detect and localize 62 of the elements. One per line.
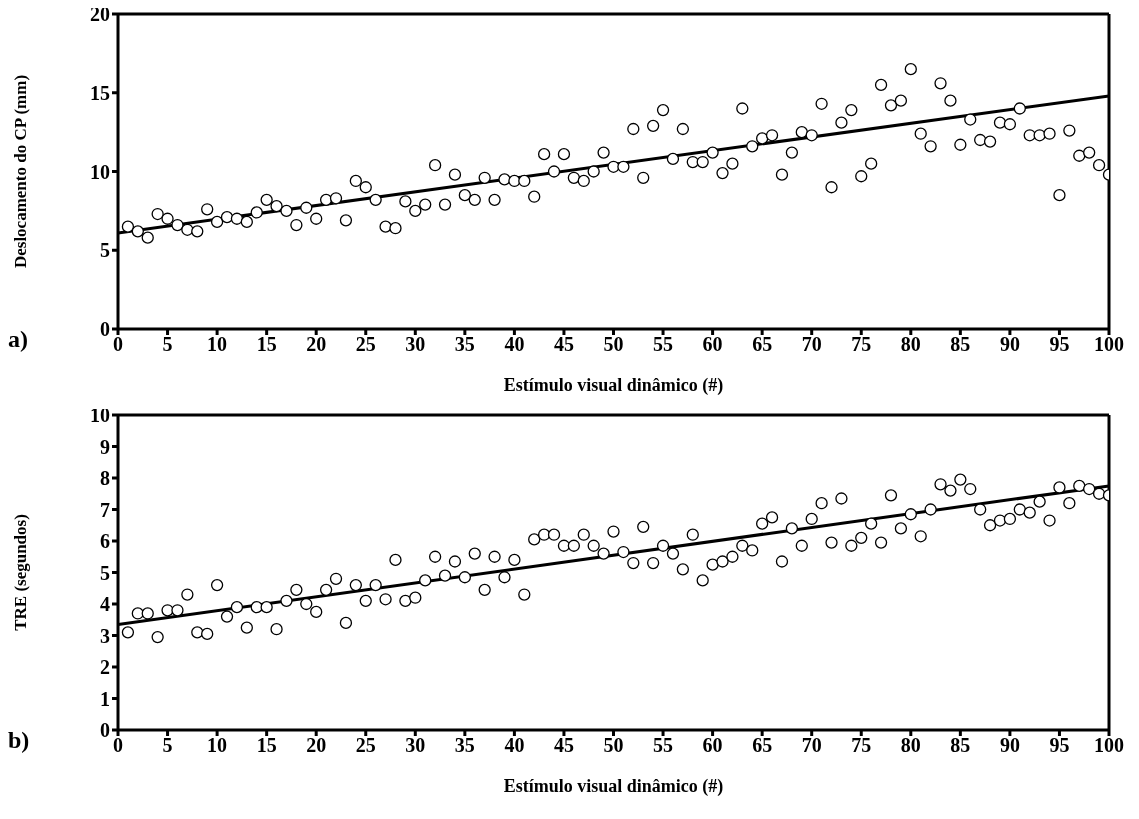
y-tick-label: 10	[90, 404, 110, 427]
x-tick-label: 30	[405, 734, 426, 757]
y-tick-label: 5	[100, 239, 110, 262]
y-axis-title: Deslocamento do CP (mm)	[11, 74, 31, 269]
x-tick-label: 25	[355, 734, 376, 757]
x-tick-label: 85	[950, 333, 971, 356]
y-tick-label: 0	[100, 318, 110, 341]
x-tick-label: 95	[1049, 333, 1070, 356]
x-tick-label: 10	[207, 333, 228, 356]
y-axis-title: TRE (segundos)	[11, 514, 31, 631]
x-tick-label: 60	[702, 734, 723, 757]
x-tick-label: 5	[162, 333, 173, 356]
x-axis-title: Estímulo visual dinâmico (#)	[503, 776, 724, 797]
y-tick-label: 8	[100, 467, 110, 490]
text: a)	[8, 326, 28, 353]
x-tick-label: 50	[603, 333, 624, 356]
x-tick-label: 25	[355, 333, 376, 356]
y-tick-label: 6	[100, 530, 110, 553]
x-tick-label: 75	[851, 333, 872, 356]
x-tick-label: 50	[603, 734, 624, 757]
x-tick-label: 85	[950, 734, 971, 757]
x-tick-label: 30	[405, 333, 426, 356]
y-tick-label: 10	[90, 160, 110, 183]
x-tick-label: 45	[553, 734, 574, 757]
x-tick-label: 70	[801, 734, 822, 757]
x-tick-label: 10	[207, 734, 228, 757]
x-tick-label: 95	[1049, 734, 1070, 757]
y-tick-label: 0	[100, 719, 110, 742]
x-tick-label: 75	[851, 734, 872, 757]
y-tick-label: 20	[90, 3, 110, 26]
x-tick-label: 100	[1094, 734, 1124, 757]
x-tick-label: 60	[702, 333, 723, 356]
x-tick-label: 70	[801, 333, 822, 356]
y-tick-label: 4	[100, 593, 110, 616]
y-tick-label: 9	[100, 435, 110, 458]
y-tick-label: 2	[100, 656, 110, 679]
x-tick-label: 55	[653, 333, 674, 356]
y-tick-label: 15	[90, 81, 110, 104]
x-tick-label: 40	[504, 333, 525, 356]
x-tick-label: 20	[306, 333, 327, 356]
y-tick-label: 5	[100, 561, 110, 584]
x-tick-label: 80	[900, 333, 921, 356]
y-tick-label: 7	[100, 498, 110, 521]
x-tick-label: 45	[553, 333, 574, 356]
x-tick-label: 15	[256, 734, 277, 757]
x-tick-label: 80	[900, 734, 921, 757]
x-tick-label: 55	[653, 734, 674, 757]
x-axis-title: Estímulo visual dinâmico (#)	[503, 375, 724, 396]
x-tick-label: 35	[454, 734, 475, 757]
x-tick-label: 5	[162, 734, 173, 757]
text: b)	[8, 727, 30, 754]
x-tick-label: 65	[752, 734, 773, 757]
x-tick-label: 90	[999, 734, 1020, 757]
x-tick-label: 40	[504, 734, 525, 757]
y-tick-label: 3	[100, 624, 110, 647]
x-tick-label: 100	[1094, 333, 1124, 356]
x-tick-label: 20	[306, 734, 327, 757]
x-tick-label: 35	[454, 333, 475, 356]
x-tick-label: 90	[999, 333, 1020, 356]
y-tick-label: 1	[100, 687, 110, 710]
x-tick-label: 65	[752, 333, 773, 356]
x-tick-label: 15	[256, 333, 277, 356]
